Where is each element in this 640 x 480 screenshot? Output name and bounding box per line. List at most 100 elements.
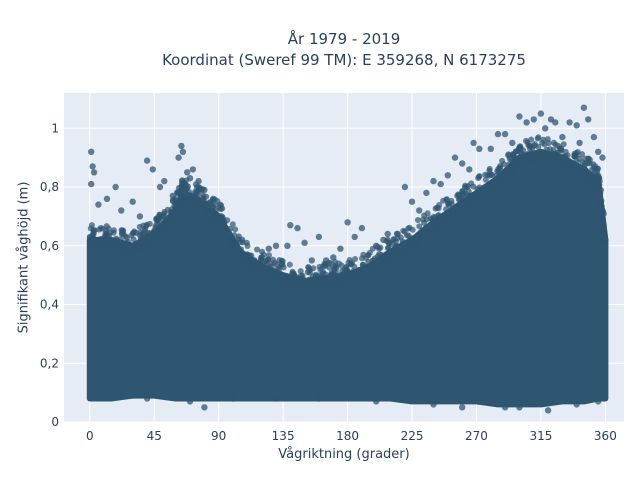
scatter-point <box>161 177 168 185</box>
scatter-point <box>435 205 442 212</box>
scatter-point <box>318 279 325 286</box>
scatter-point <box>229 236 237 244</box>
scatter-point <box>472 191 479 198</box>
scatter-point <box>271 259 278 266</box>
scatter-point <box>251 257 258 264</box>
scatter-point <box>490 180 496 186</box>
scatter-point <box>133 230 140 236</box>
scatter-point <box>476 145 483 152</box>
x-tick-label: 315 <box>529 429 552 443</box>
scatter-point <box>241 258 248 265</box>
scatter-point <box>443 216 450 223</box>
scatter-point <box>445 200 451 207</box>
scatter-point <box>201 404 208 411</box>
scatter-point <box>129 198 136 205</box>
scatter-point <box>272 242 280 249</box>
scatter-point <box>338 262 345 269</box>
scatter-point <box>221 220 228 227</box>
scatter-point <box>405 232 412 239</box>
scatter-point <box>117 236 124 243</box>
scatter-point <box>517 143 524 150</box>
scatter-point <box>522 151 529 158</box>
scatter-point <box>181 187 188 194</box>
scatter-point <box>316 263 323 270</box>
scatter-point <box>555 143 562 149</box>
scatter-point <box>118 227 125 234</box>
scatter-point <box>175 208 182 215</box>
scatter-point <box>408 198 416 205</box>
scatter-point <box>263 261 270 268</box>
scatter-point <box>156 211 163 218</box>
scatter-point <box>199 197 206 204</box>
scatter-point <box>88 148 95 155</box>
scatter-point <box>279 258 286 265</box>
scatter-point <box>482 171 489 178</box>
scatter-point <box>186 175 194 182</box>
scatter-point <box>277 263 284 270</box>
scatter-point <box>580 104 588 111</box>
scatter-point <box>485 186 492 193</box>
scatter-point <box>562 153 569 160</box>
y-tick-label: 1 <box>51 121 59 135</box>
scatter-point <box>351 271 358 278</box>
scatter-point <box>363 255 369 261</box>
scatter-point <box>370 257 377 264</box>
scatter-point <box>103 195 111 202</box>
scatter-point <box>160 224 167 231</box>
scatter-point <box>541 141 548 148</box>
scatter-point <box>440 197 447 204</box>
scatter-point <box>229 395 237 402</box>
scatter-point <box>470 139 477 147</box>
scatter-point <box>237 248 244 255</box>
scatter-point <box>427 215 434 222</box>
scatter-point <box>358 224 366 232</box>
scatter-point <box>595 148 602 155</box>
scatter-point <box>89 163 96 170</box>
scatter-point <box>307 267 314 274</box>
scatter-point <box>306 276 313 283</box>
scatter-point <box>527 143 534 150</box>
scatter-point <box>539 156 546 163</box>
scatter-point <box>244 251 251 258</box>
tick-labels: 0 45 90 135 180 225 270 315 360 0 0,2 0,4 0,6 0,8 1 <box>40 121 617 443</box>
scatter-point <box>258 254 265 261</box>
scatter-point <box>149 166 156 173</box>
scatter-point <box>337 245 344 252</box>
scatter-point <box>265 256 272 263</box>
scatter-point <box>437 221 444 228</box>
scatter-point <box>145 230 152 236</box>
scatter-point <box>560 141 567 148</box>
scatter-point <box>401 244 408 251</box>
scatter-point <box>315 395 323 402</box>
scatter-point <box>176 190 183 197</box>
scatter-point <box>373 398 380 405</box>
x-tick-label: 360 <box>594 429 617 443</box>
scatter-point <box>143 157 151 164</box>
scatter-point <box>140 235 147 242</box>
scatter-point <box>550 147 557 153</box>
scatter-point <box>559 133 566 141</box>
scatter-point <box>284 242 291 249</box>
scatter-point <box>103 228 110 234</box>
scatter-point <box>90 231 97 237</box>
scatter-point <box>581 160 588 167</box>
scatter-point <box>255 264 262 271</box>
scatter-point <box>301 239 308 246</box>
scatter-point <box>435 212 442 219</box>
scatter-point <box>312 280 319 287</box>
scatter-point <box>505 151 512 158</box>
scatter-point <box>542 150 549 157</box>
scatter-point <box>192 188 199 195</box>
scatter-point <box>374 262 381 269</box>
scatter-point <box>590 161 597 168</box>
scatter-point <box>459 160 466 167</box>
scatter-point <box>287 222 294 229</box>
chart-title-line-1: År 1979 - 2019 <box>287 30 401 48</box>
scatter-point <box>583 167 590 174</box>
scatter-point <box>90 169 98 176</box>
scatter-point <box>351 233 358 241</box>
scatter-point <box>475 173 482 180</box>
scatter-point <box>573 401 580 408</box>
